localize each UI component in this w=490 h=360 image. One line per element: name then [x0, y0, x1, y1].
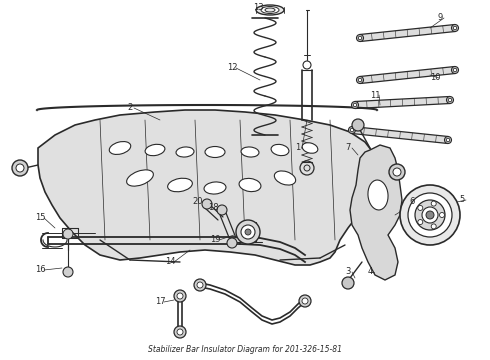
Circle shape [353, 103, 357, 107]
Circle shape [357, 35, 364, 41]
Circle shape [342, 277, 354, 289]
Circle shape [302, 298, 308, 304]
Ellipse shape [265, 8, 275, 12]
Text: 7: 7 [345, 144, 351, 153]
Polygon shape [38, 110, 378, 265]
Circle shape [400, 185, 460, 245]
Ellipse shape [256, 5, 284, 15]
Ellipse shape [109, 141, 131, 154]
Circle shape [236, 220, 260, 244]
Ellipse shape [239, 179, 261, 192]
Circle shape [352, 119, 364, 131]
Circle shape [393, 168, 401, 176]
Circle shape [415, 200, 445, 230]
Text: 9: 9 [438, 13, 442, 22]
Ellipse shape [168, 178, 193, 192]
Circle shape [389, 164, 405, 180]
Polygon shape [352, 126, 448, 144]
Circle shape [418, 220, 423, 225]
Ellipse shape [176, 147, 194, 157]
Ellipse shape [271, 144, 289, 156]
Text: 18: 18 [208, 203, 219, 212]
Circle shape [197, 282, 203, 288]
Text: 13: 13 [253, 4, 263, 13]
Text: 2: 2 [127, 104, 133, 112]
Circle shape [245, 229, 251, 235]
Ellipse shape [241, 147, 259, 157]
Circle shape [358, 78, 362, 82]
Text: 5: 5 [460, 195, 465, 204]
Text: 6: 6 [409, 198, 415, 207]
Circle shape [431, 224, 436, 229]
Text: 3: 3 [345, 267, 351, 276]
Circle shape [358, 36, 362, 40]
Ellipse shape [145, 144, 165, 156]
Circle shape [426, 211, 434, 219]
Text: Stabilizer Bar Insulator Diagram for 201-326-15-81: Stabilizer Bar Insulator Diagram for 201… [148, 345, 342, 354]
Ellipse shape [204, 182, 226, 194]
Circle shape [351, 102, 359, 108]
Circle shape [63, 267, 73, 277]
Circle shape [227, 238, 237, 248]
Circle shape [16, 164, 24, 172]
Circle shape [350, 128, 354, 132]
Circle shape [348, 126, 356, 134]
Circle shape [440, 212, 444, 217]
Circle shape [444, 136, 451, 144]
Text: 1: 1 [295, 144, 301, 153]
Circle shape [451, 67, 459, 73]
Text: 10: 10 [430, 73, 440, 82]
Circle shape [202, 199, 212, 209]
Circle shape [174, 290, 186, 302]
Polygon shape [360, 67, 455, 84]
Ellipse shape [126, 170, 153, 186]
Polygon shape [360, 24, 455, 41]
Text: 20: 20 [193, 198, 203, 207]
Text: 11: 11 [370, 90, 380, 99]
Circle shape [431, 201, 436, 206]
Text: 12: 12 [227, 63, 237, 72]
Circle shape [422, 207, 438, 223]
Circle shape [217, 205, 227, 215]
Circle shape [241, 225, 255, 239]
Ellipse shape [261, 6, 279, 13]
Circle shape [177, 293, 183, 299]
Ellipse shape [302, 143, 318, 153]
Polygon shape [350, 145, 402, 280]
Text: 15: 15 [35, 213, 45, 222]
Ellipse shape [205, 147, 225, 158]
Text: 19: 19 [210, 235, 220, 244]
Circle shape [194, 279, 206, 291]
Circle shape [177, 329, 183, 335]
Ellipse shape [274, 171, 295, 185]
Circle shape [12, 160, 28, 176]
Circle shape [418, 206, 423, 211]
Text: 4: 4 [368, 267, 372, 276]
Circle shape [453, 26, 457, 30]
Polygon shape [355, 96, 450, 108]
Circle shape [63, 229, 73, 239]
Circle shape [453, 68, 457, 72]
Text: 16: 16 [35, 266, 45, 274]
Text: 14: 14 [165, 257, 175, 266]
Circle shape [299, 295, 311, 307]
Circle shape [448, 98, 452, 102]
Circle shape [446, 138, 450, 142]
Circle shape [357, 77, 364, 84]
Circle shape [408, 193, 452, 237]
Circle shape [174, 326, 186, 338]
Ellipse shape [368, 180, 388, 210]
Circle shape [446, 96, 454, 104]
Circle shape [451, 24, 459, 31]
Text: 17: 17 [155, 297, 165, 306]
